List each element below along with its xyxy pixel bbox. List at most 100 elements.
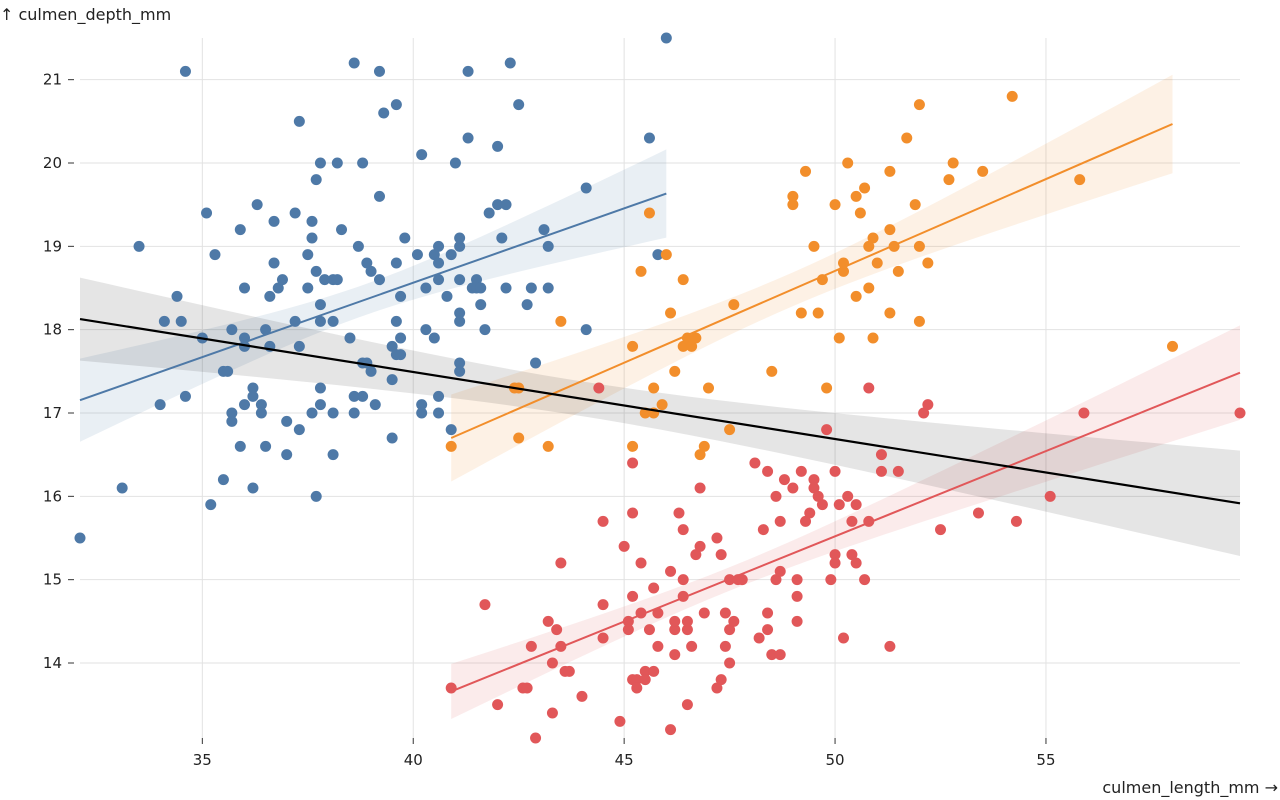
data-point [530, 357, 542, 369]
data-point [943, 174, 955, 186]
data-point [711, 682, 723, 694]
y-tick-label: 20 [43, 154, 62, 172]
data-point [808, 240, 820, 252]
data-point [677, 274, 689, 286]
data-point [774, 565, 786, 577]
data-point [812, 307, 824, 319]
data-point [681, 624, 693, 636]
data-point [643, 132, 655, 144]
data-point [770, 574, 782, 586]
data-point [433, 390, 445, 402]
data-point [736, 574, 748, 586]
data-point [800, 165, 812, 177]
series-2-regression-line [450, 371, 1241, 693]
data-point [209, 249, 221, 261]
data-point [302, 282, 314, 294]
data-point [639, 674, 651, 686]
data-point [445, 424, 457, 436]
data-point [179, 65, 191, 77]
data-point [525, 640, 537, 652]
data-point [445, 682, 457, 694]
data-point [698, 440, 710, 452]
data-point [884, 165, 896, 177]
data-point [850, 499, 862, 511]
data-point [264, 290, 276, 302]
x-tick-label: 50 [826, 751, 845, 769]
data-point [728, 299, 740, 311]
data-point [757, 524, 769, 536]
data-point [314, 157, 326, 169]
data-point [314, 315, 326, 327]
data-point [1006, 90, 1018, 102]
data-point [416, 149, 428, 161]
data-point [859, 574, 871, 586]
data-point [639, 665, 651, 677]
data-point [1167, 340, 1179, 352]
data-point [825, 574, 837, 586]
data-point [551, 624, 563, 636]
data-point [1078, 407, 1090, 419]
x-tick-label: 40 [404, 751, 423, 769]
data-point [681, 615, 693, 627]
data-point [867, 332, 879, 344]
data-point [669, 649, 681, 661]
data-point [310, 265, 322, 277]
data-point [753, 632, 765, 644]
data-point [416, 399, 428, 411]
data-point [492, 199, 504, 211]
data-point [863, 240, 875, 252]
data-point [627, 440, 639, 452]
data-point [787, 190, 799, 202]
data-point [648, 382, 660, 394]
data-point [892, 465, 904, 477]
data-point [652, 607, 664, 619]
data-point [390, 315, 402, 327]
data-point [787, 199, 799, 211]
data-point [643, 624, 655, 636]
data-point [804, 507, 816, 519]
data-point [327, 407, 339, 419]
data-point [428, 249, 440, 261]
data-point [972, 507, 984, 519]
series-1-confidence-band [451, 74, 1173, 482]
data-point [445, 440, 457, 452]
data-point [795, 307, 807, 319]
data-point [686, 640, 698, 652]
data-point [293, 340, 305, 352]
data-point [433, 257, 445, 269]
data-point [386, 340, 398, 352]
data-point [293, 424, 305, 436]
data-point [411, 249, 423, 261]
data-point [365, 365, 377, 377]
regression-lines [79, 123, 1241, 693]
data-point [336, 224, 348, 236]
data-point [665, 565, 677, 577]
data-point [694, 482, 706, 494]
data-point [369, 399, 381, 411]
data-point [281, 449, 293, 461]
data-point [875, 449, 887, 461]
data-point [791, 590, 803, 602]
data-point [766, 365, 778, 377]
data-point [226, 407, 238, 419]
data-point [677, 340, 689, 352]
data-point [441, 290, 453, 302]
data-point [492, 699, 504, 711]
data-point [310, 174, 322, 186]
data-point [842, 490, 854, 502]
data-point [428, 332, 440, 344]
data-point [471, 274, 483, 286]
data-point [247, 382, 259, 394]
data-point [631, 682, 643, 694]
data-point [652, 640, 664, 652]
data-point [703, 382, 715, 394]
data-point [234, 440, 246, 452]
data-point [289, 207, 301, 219]
data-point [154, 399, 166, 411]
data-point [513, 432, 525, 444]
data-point [395, 290, 407, 302]
data-point [479, 324, 491, 336]
data-point [842, 157, 854, 169]
y-tick-label: 15 [43, 571, 62, 589]
data-point [901, 132, 913, 144]
